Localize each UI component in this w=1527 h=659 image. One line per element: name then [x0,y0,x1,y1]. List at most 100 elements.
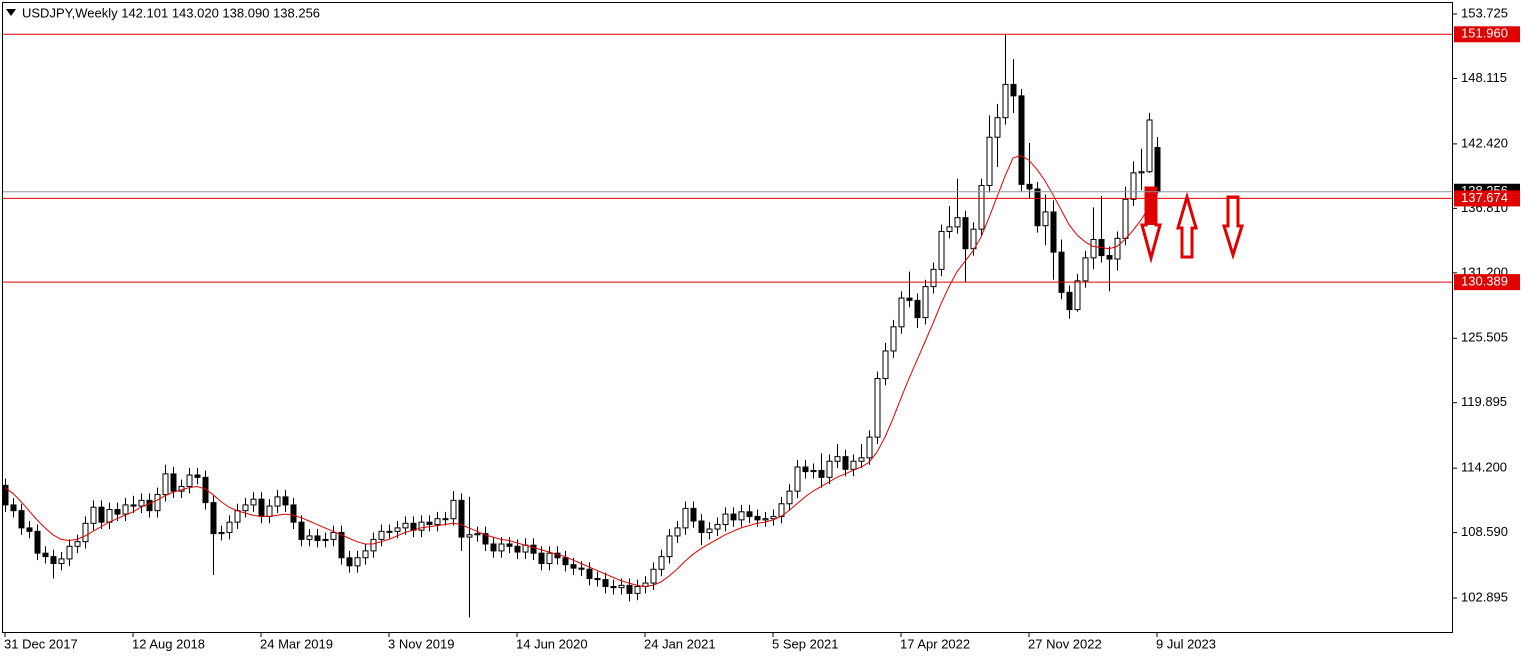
candle-body [50,556,57,565]
candle-body [66,545,73,560]
candle-body [466,534,473,538]
candle-body [98,506,105,523]
candle-body [146,499,153,512]
arrow-fill [1146,188,1156,225]
candle-body [306,535,313,540]
candle-body [474,533,481,536]
candle-body [2,484,9,506]
candle-body [866,436,873,459]
candle-body [1114,237,1121,260]
candle-body [346,557,353,567]
candle-body [930,268,937,288]
candle-body [738,511,745,521]
candle-body [34,530,41,554]
candle-body [762,518,769,521]
x-tick-label: 24 Mar 2019 [260,636,333,651]
candle-body [650,568,657,584]
candle-body [658,556,665,570]
x-tick-label: 3 Nov 2019 [388,636,455,651]
candle-body [946,226,953,232]
candle-body [674,527,681,537]
candle-body [986,136,993,186]
candle-body [562,557,569,566]
candle-body [266,505,273,517]
candle-body [370,538,377,552]
candle-body [442,518,449,521]
y-tick-label: 125.505 [1461,330,1508,345]
candle-body [74,541,81,547]
candle-body [602,579,609,587]
candle-body [42,552,49,558]
candle-body [226,521,233,533]
candle-body [138,499,145,507]
candle-body [298,521,305,540]
level-label: 137.674 [1461,190,1508,205]
candle-body [114,509,121,515]
candle-body [698,520,705,533]
candle-body [282,496,289,506]
candle-body [378,530,385,540]
candle-body [186,474,193,488]
candle-body [258,498,265,517]
candle-body [610,585,617,589]
candle-body [426,521,433,525]
x-tick-label: 9 Jul 2023 [1156,636,1216,651]
candle-body [1058,251,1065,293]
candle-body [162,473,169,496]
x-tick-label: 27 Nov 2022 [1028,636,1102,651]
candle-body [1026,183,1033,190]
candle-body [682,507,689,529]
candle-body [546,552,553,565]
candle-body [786,490,793,505]
candle-body [954,217,961,228]
down-arrow [1221,195,1245,261]
candle-body [978,184,985,230]
x-tick-label: 5 Sep 2021 [772,636,839,651]
candle-body [418,521,425,531]
candle-body [290,504,297,523]
candle-body [938,230,945,270]
candle-body [730,513,737,521]
candle-body [434,518,441,525]
candle-body [994,117,1001,138]
candle-body [882,350,889,380]
candle-body [450,499,457,520]
candle-body [706,528,713,533]
level-label: 130.389 [1461,274,1508,289]
level-label: 151.960 [1461,26,1508,41]
candle-body [1106,255,1113,260]
candle-body [362,550,369,559]
candle-body [842,456,849,470]
candle-body [530,544,537,554]
plot-frame [2,2,1453,633]
candle-body [394,527,401,532]
candle-body [242,504,249,512]
candle-body [818,469,825,478]
candle-body [26,527,33,532]
candle-body [250,498,257,506]
candle-body [10,504,17,512]
y-tick-label: 114.200 [1461,460,1507,475]
candle-body [1146,119,1153,173]
level-box [1454,190,1520,207]
candle-body [1138,171,1145,174]
candle-body [402,522,409,529]
candle-body [194,474,201,478]
candle-body [826,460,833,478]
candle-body [970,228,977,250]
candle-body [690,507,697,522]
candle-body [1050,211,1057,253]
candle-body [386,530,393,533]
candle-body [106,509,113,523]
candle-body [274,496,281,507]
candle-body [482,533,489,545]
candle-body [170,473,177,492]
level-box [1454,274,1520,291]
up-arrow [1176,191,1198,259]
y-tick-label: 153.725 [1461,5,1508,20]
candle-body [130,504,137,507]
candle-body [1018,95,1025,185]
candle-body [514,545,521,553]
